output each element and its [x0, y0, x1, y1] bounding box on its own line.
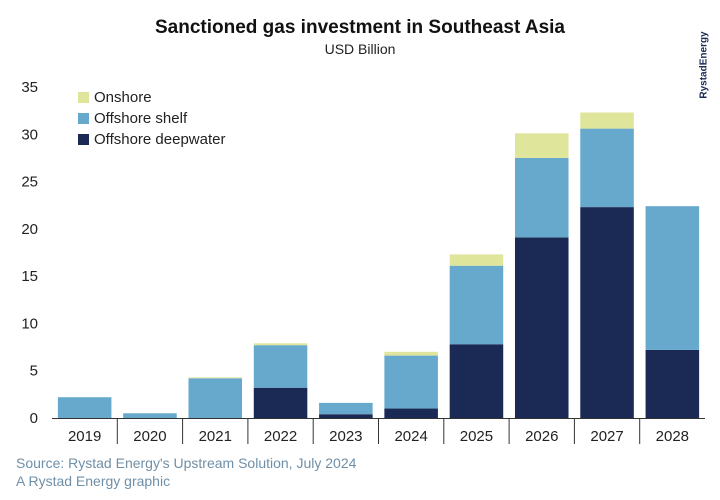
- bar-segment: [123, 413, 177, 418]
- x-tick-label: 2024: [394, 428, 427, 445]
- y-tick-label: 15: [21, 268, 38, 285]
- credit-note: A Rystad Energy graphic: [16, 473, 171, 489]
- bar-segment: [384, 351, 438, 356]
- bar-segment: [449, 344, 504, 418]
- x-tick-label: 2025: [460, 428, 493, 445]
- chart-title: Sanctioned gas investment in Southeast A…: [154, 17, 565, 38]
- x-tick-label: 2027: [590, 428, 623, 445]
- y-tick-label: 20: [21, 221, 38, 238]
- chart-subtitle: USD Billion: [324, 41, 396, 57]
- legend-swatch: [78, 134, 89, 145]
- y-tick-label: 25: [21, 174, 38, 191]
- bar-segment: [449, 254, 504, 266]
- x-tick-label: 2023: [329, 428, 362, 445]
- y-tick-label: 5: [30, 363, 38, 380]
- bar-segment: [514, 237, 569, 418]
- y-tick-label: 30: [21, 126, 38, 143]
- bar-segment: [384, 408, 438, 418]
- x-tick-label: 2026: [525, 428, 558, 445]
- bar-segment: [580, 112, 634, 129]
- svg-text:RystadEnergy: RystadEnergy: [699, 31, 710, 99]
- bar-segment: [253, 345, 308, 388]
- legend-label: Offshore shelf: [94, 110, 188, 127]
- legend-label: Offshore deepwater: [94, 131, 225, 148]
- y-tick-label: 35: [21, 79, 38, 96]
- bar-segment: [449, 265, 504, 345]
- bar-segment: [384, 355, 438, 409]
- y-tick-label: 10: [21, 315, 38, 332]
- bar-segment: [514, 157, 569, 238]
- legend-label: Onshore: [94, 89, 152, 106]
- x-tick-label: 2020: [133, 428, 166, 445]
- bar-segment: [580, 207, 634, 418]
- bar-segment: [580, 128, 634, 208]
- bar-segment: [188, 377, 243, 379]
- legend-swatch: [78, 113, 89, 124]
- x-tick-label: 2028: [656, 428, 689, 445]
- bar-segment: [514, 133, 569, 158]
- bar-segment: [645, 206, 700, 350]
- x-tick-label: 2022: [264, 428, 297, 445]
- bar-segment: [253, 343, 308, 346]
- bar-segment: [188, 378, 243, 418]
- bar-segment: [645, 349, 700, 418]
- brand-logo: RystadEnergy: [693, 25, 715, 105]
- bar-segment: [253, 387, 308, 418]
- source-note: Source: Rystad Energy's Upstream Solutio…: [16, 455, 357, 471]
- bar-segment: [319, 402, 373, 415]
- legend-swatch: [78, 92, 89, 103]
- x-tick-label: 2021: [199, 428, 232, 445]
- x-tick-label: 2019: [68, 428, 101, 445]
- bar-segment: [57, 397, 112, 418]
- bar-segment: [319, 414, 373, 418]
- y-tick-label: 0: [30, 410, 38, 427]
